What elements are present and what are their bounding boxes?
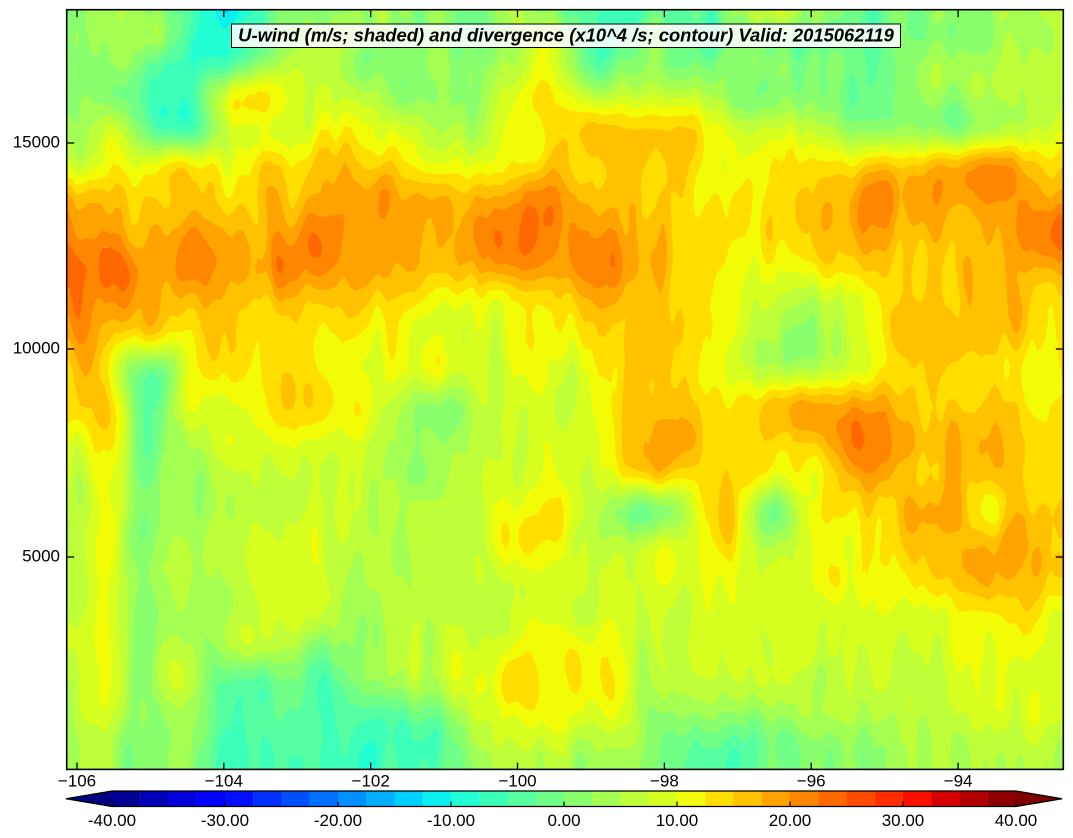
svg-text:-10.00: -10.00 bbox=[427, 811, 475, 830]
svg-text:10.00: 10.00 bbox=[656, 811, 699, 830]
svg-text:U-wind (m/s; shaded) and diver: U-wind (m/s; shaded) and divergence (x10… bbox=[238, 25, 894, 46]
svg-text:−94: −94 bbox=[944, 772, 973, 791]
svg-text:−98: −98 bbox=[650, 772, 679, 791]
svg-text:10000: 10000 bbox=[13, 339, 60, 358]
svg-text:40.00: 40.00 bbox=[995, 811, 1038, 830]
svg-text:20.00: 20.00 bbox=[769, 811, 812, 830]
svg-text:−106: −106 bbox=[58, 772, 96, 791]
svg-text:−104: −104 bbox=[205, 772, 243, 791]
svg-text:−96: −96 bbox=[797, 772, 826, 791]
svg-text:-20.00: -20.00 bbox=[314, 811, 362, 830]
svg-text:-40.00: -40.00 bbox=[88, 811, 136, 830]
svg-text:0.00: 0.00 bbox=[547, 811, 580, 830]
svg-text:5000: 5000 bbox=[22, 547, 60, 566]
svg-text:15000: 15000 bbox=[13, 133, 60, 152]
svg-text:−102: −102 bbox=[352, 772, 390, 791]
svg-text:-30.00: -30.00 bbox=[201, 811, 249, 830]
svg-text:−100: −100 bbox=[498, 772, 536, 791]
svg-text:30.00: 30.00 bbox=[882, 811, 925, 830]
